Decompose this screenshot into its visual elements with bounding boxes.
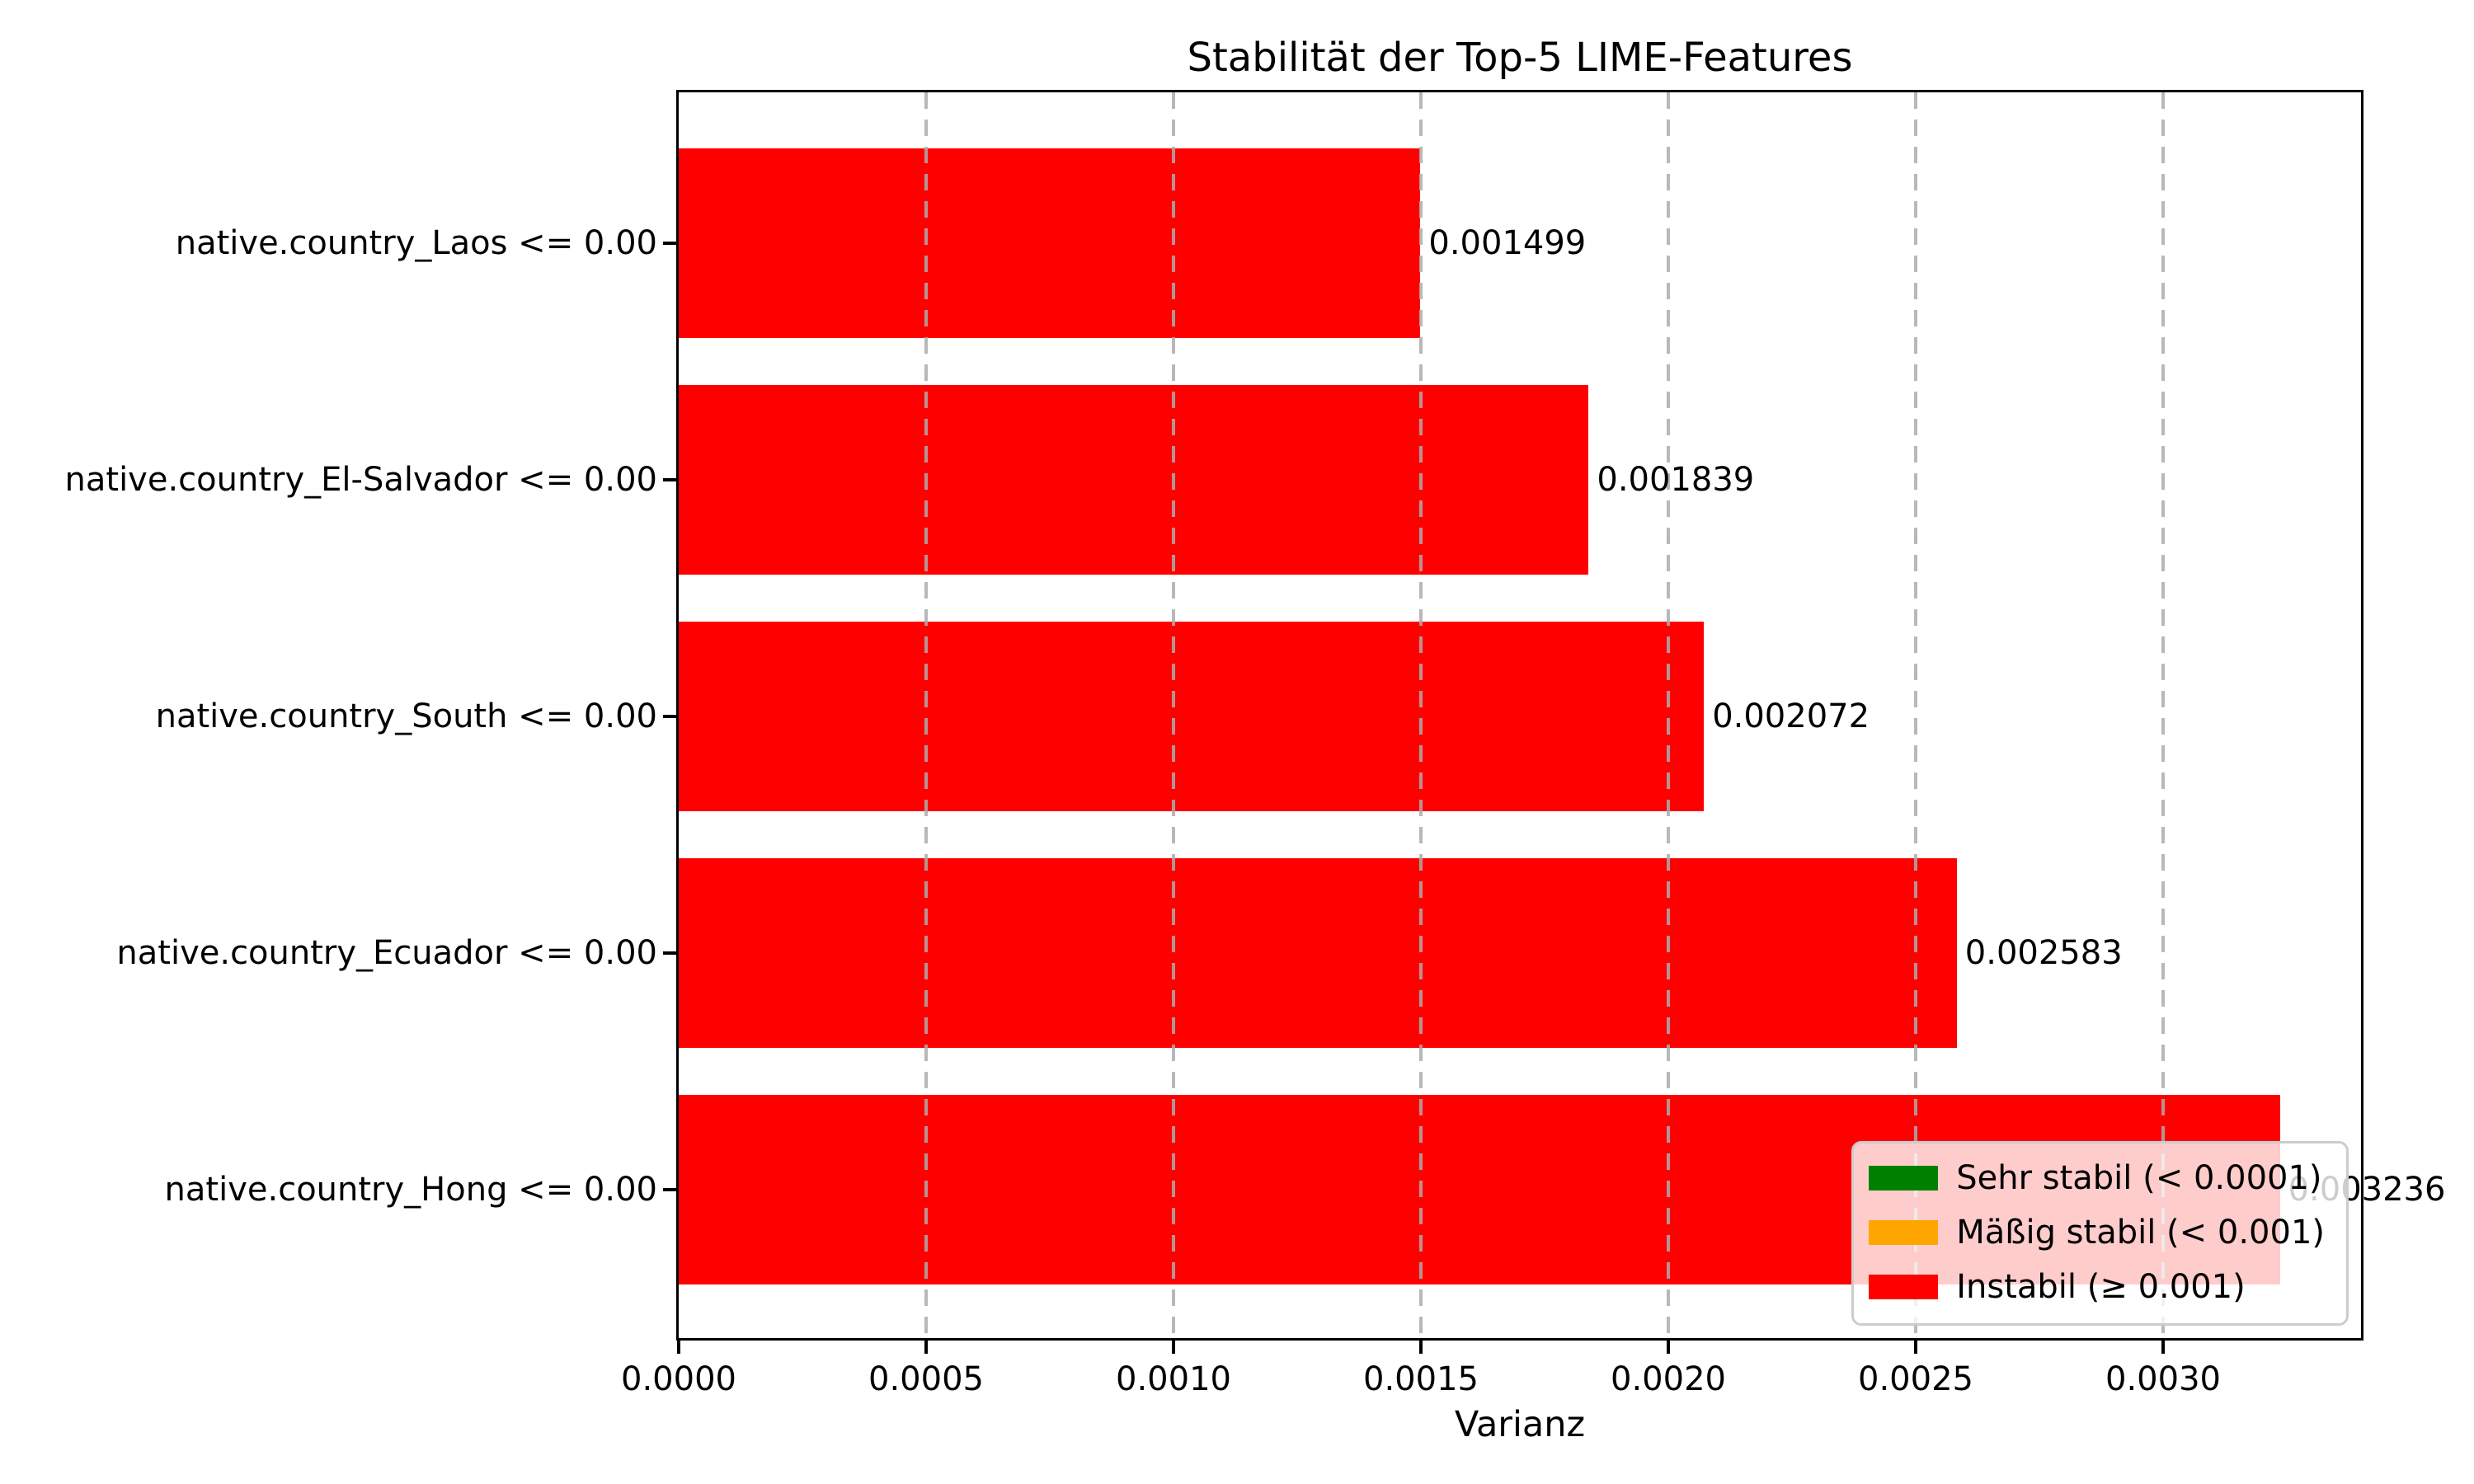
legend-label: Mäßig stabil (< 0.001) <box>1956 1214 2325 1252</box>
legend-item: Sehr stabil (< 0.0001) <box>1869 1157 2325 1200</box>
x-tick-label: 0.0030 <box>2105 1360 2221 1398</box>
chart-title: Stabilität der Top-5 LIME-Features <box>1187 35 1853 81</box>
gridline <box>924 92 928 1338</box>
x-tick-label: 0.0005 <box>868 1360 984 1398</box>
y-tick-mark <box>663 1188 676 1191</box>
y-tick-label: native.country_Ecuador <= 0.00 <box>116 934 657 972</box>
bar <box>679 148 1421 338</box>
bar <box>679 858 1957 1048</box>
legend-swatch-icon <box>1869 1220 1939 1245</box>
legend: Sehr stabil (< 0.0001) Mäßig stabil (< 0.… <box>1851 1141 2349 1326</box>
x-tick-label: 0.0015 <box>1363 1360 1479 1398</box>
bar-value-label: 0.002583 <box>1964 934 2123 972</box>
y-tick-mark <box>663 951 676 955</box>
x-tick-label: 0.0000 <box>621 1360 736 1398</box>
gridline <box>2161 92 2165 1338</box>
bar-value-label: 0.002072 <box>1712 697 1870 735</box>
x-tick-mark <box>1172 1341 1175 1354</box>
x-tick-label: 0.0025 <box>1858 1360 1973 1398</box>
legend-swatch-icon <box>1869 1166 1939 1190</box>
x-tick-mark <box>1667 1341 1670 1354</box>
x-tick-mark <box>2161 1341 2165 1354</box>
gridline <box>1419 92 1423 1338</box>
x-tick-mark <box>677 1341 680 1354</box>
gridline <box>1172 92 1175 1338</box>
bar <box>679 622 1705 811</box>
x-tick-label: 0.0020 <box>1611 1360 1726 1398</box>
y-tick-label: native.country_South <= 0.00 <box>155 697 657 735</box>
y-tick-label: native.country_El-Salvador <= 0.00 <box>64 461 657 499</box>
legend-item: Mäßig stabil (< 0.001) <box>1869 1211 2325 1254</box>
legend-label: Sehr stabil (< 0.0001) <box>1956 1159 2322 1197</box>
x-tick-mark <box>924 1341 928 1354</box>
y-tick-label: native.country_Hong <= 0.00 <box>164 1171 657 1209</box>
legend-swatch-icon <box>1869 1275 1939 1299</box>
bar-value-label: 0.001839 <box>1597 461 1755 499</box>
gridline <box>1667 92 1670 1338</box>
x-tick-label: 0.0010 <box>1116 1360 1231 1398</box>
y-tick-mark <box>663 715 676 718</box>
bar <box>679 385 1589 575</box>
y-tick-mark <box>663 478 676 481</box>
x-tick-mark <box>1914 1341 1917 1354</box>
legend-label: Instabil (≥ 0.001) <box>1956 1268 2246 1306</box>
x-tick-mark <box>1419 1341 1423 1354</box>
y-tick-label: native.country_Laos <= 0.00 <box>175 224 657 262</box>
x-axis-label: Varianz <box>1454 1404 1586 1445</box>
gridline <box>1914 92 1917 1338</box>
bar-value-label: 0.001499 <box>1428 224 1587 262</box>
legend-item: Instabil (≥ 0.001) <box>1869 1266 2325 1308</box>
y-tick-mark <box>663 242 676 245</box>
